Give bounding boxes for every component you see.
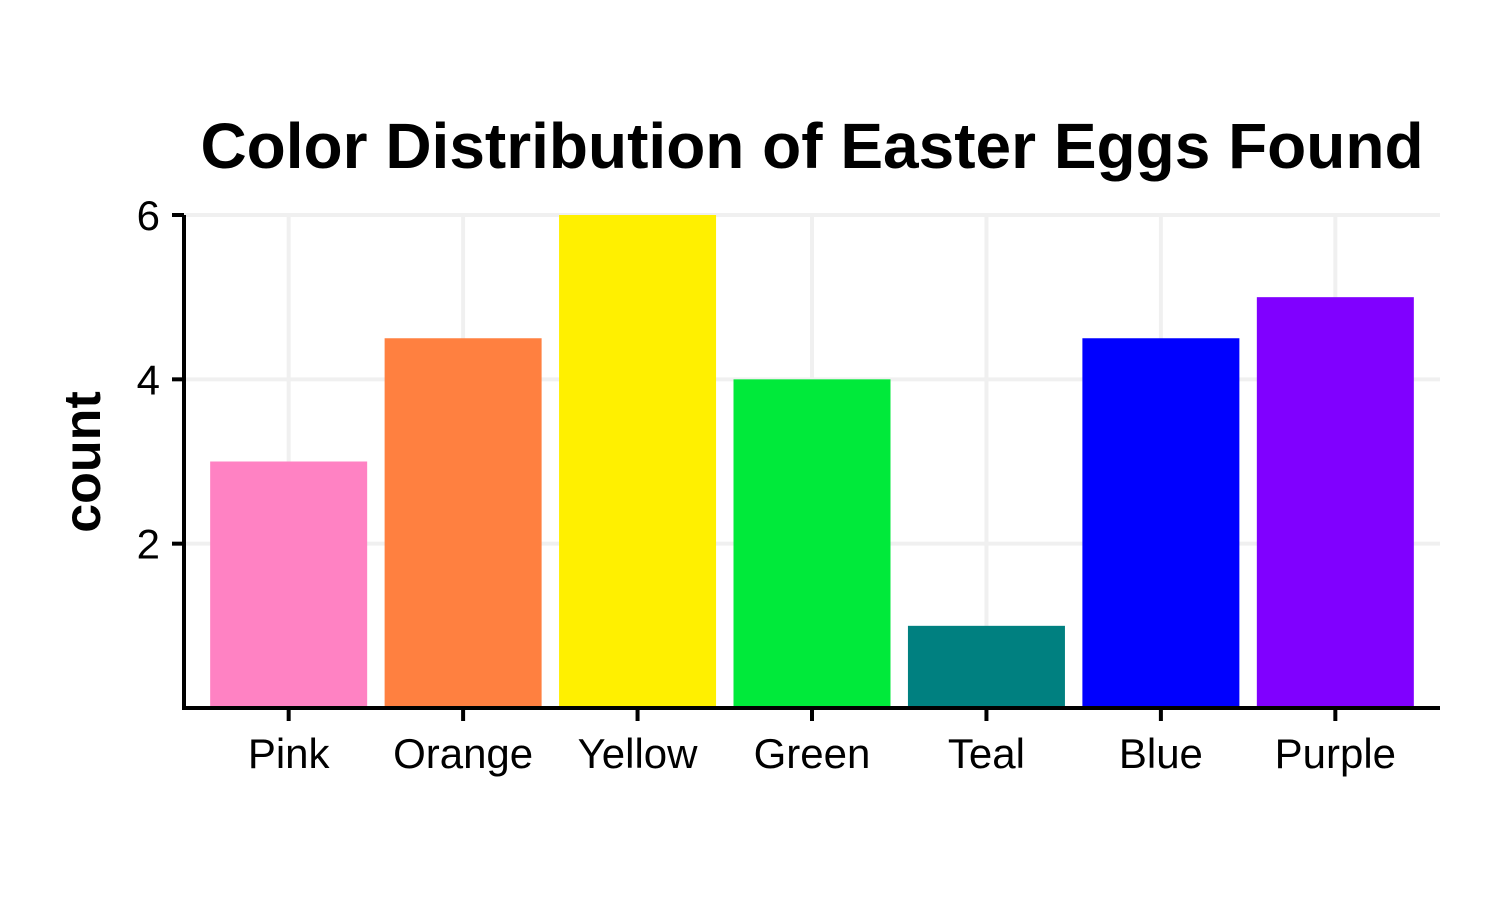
y-axis-label: count [54,391,112,533]
bar-pink [210,461,368,708]
bar-purple [1256,297,1414,708]
axis-layer: 2 4 6 Pink Orange Yellow Green Teal Blue Purple [137,192,1440,777]
bar-orange [384,338,542,708]
y-tick-label: 2 [137,521,160,568]
bar-teal [907,625,1065,708]
x-tick-label-teal: Teal [948,730,1025,777]
x-tick-label-purple: Purple [1275,730,1396,777]
x-tick-label-yellow: Yellow [578,730,699,777]
y-tick-label: 6 [137,192,160,239]
bar-green [733,379,891,708]
x-tick-label-blue: Blue [1119,730,1203,777]
bar-yellow [559,215,717,708]
x-tick-label-green: Green [754,730,871,777]
x-tick-label-orange: Orange [393,730,533,777]
bar-layer [210,215,1414,708]
x-tick-label-pink: Pink [248,730,331,777]
y-tick-label: 4 [137,356,160,403]
chart-title: Color Distribution of Easter Eggs Found [200,110,1423,182]
bar-blue [1082,338,1240,708]
label-layer: Color Distribution of Easter Eggs Found … [54,110,1424,533]
